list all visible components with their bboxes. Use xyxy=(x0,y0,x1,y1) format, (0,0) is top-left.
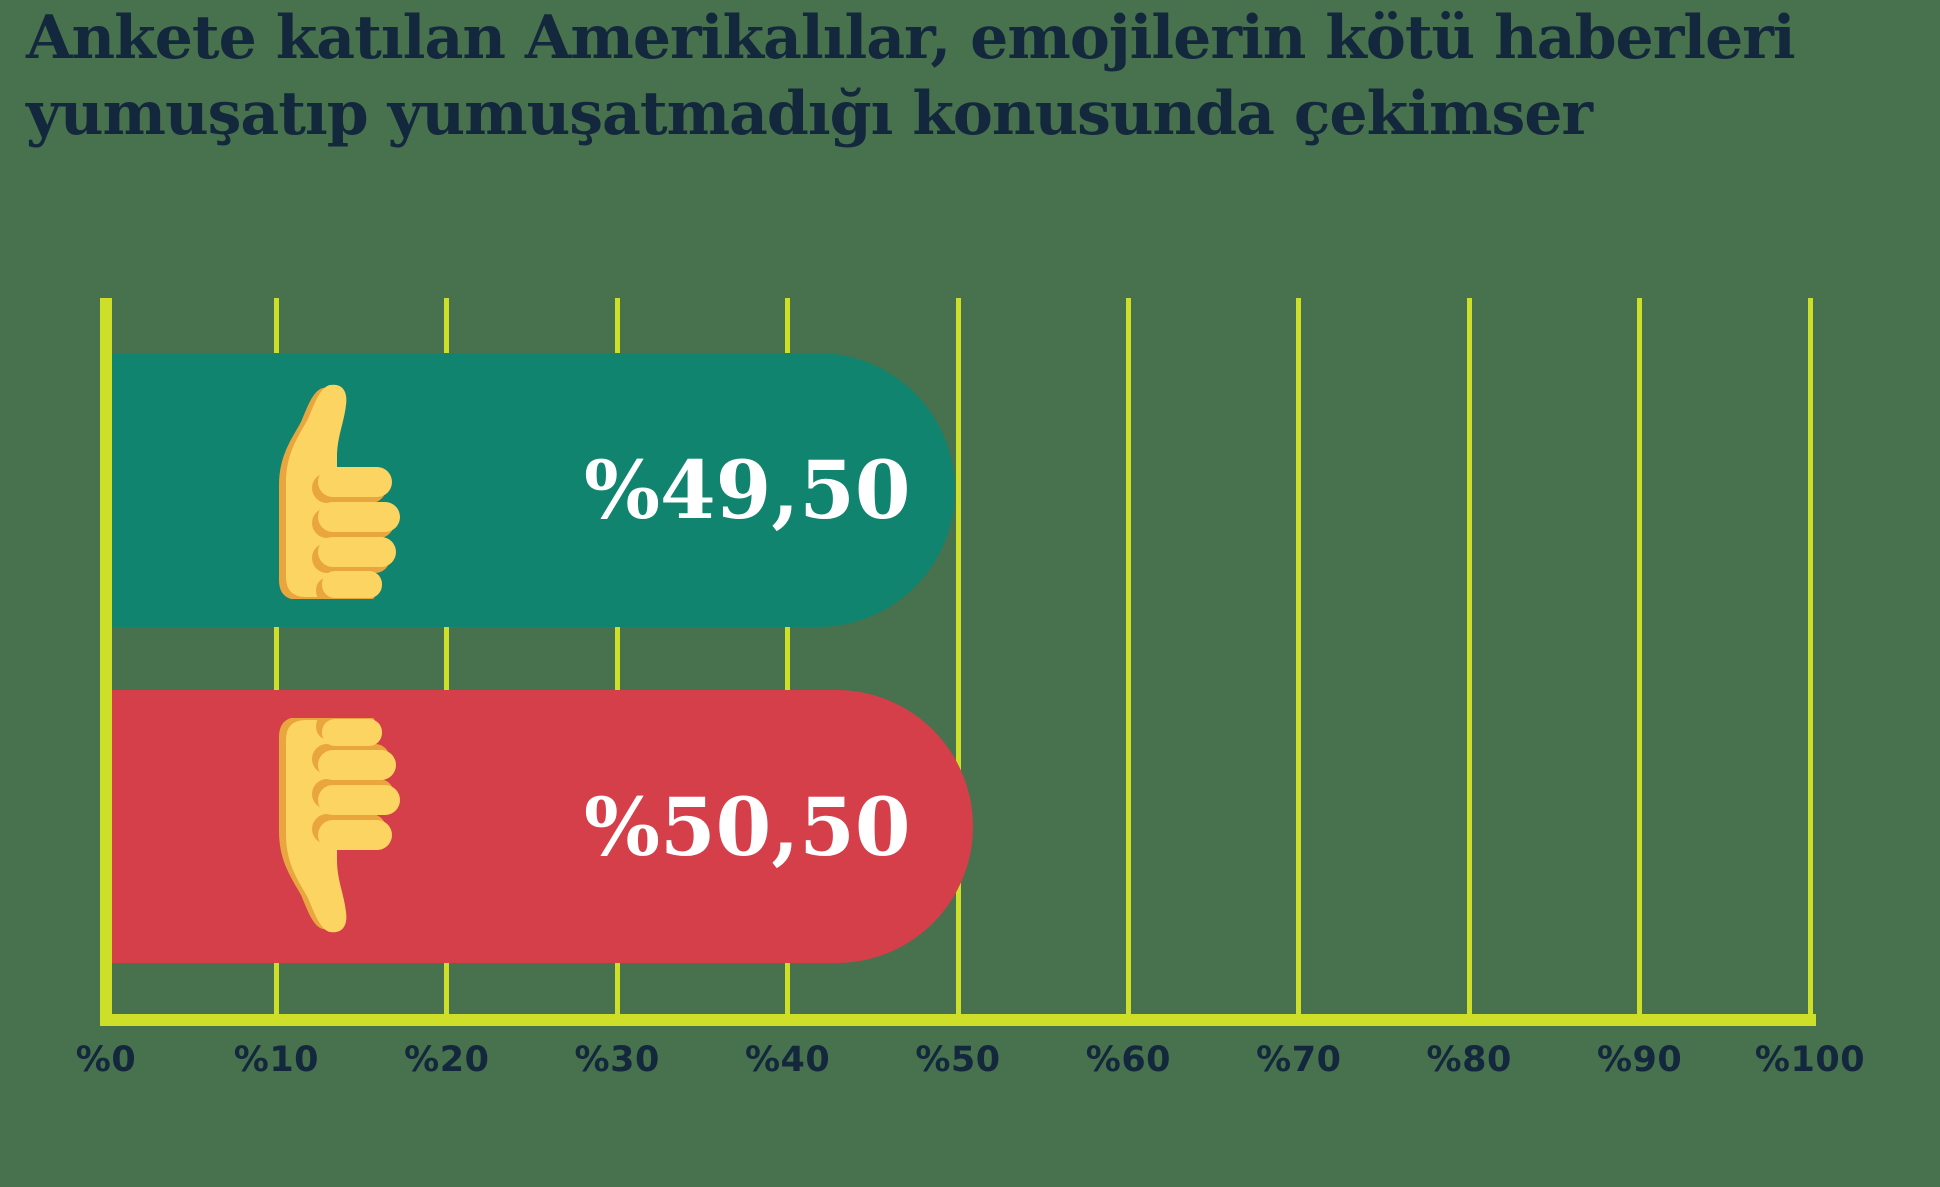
chart-title-line2: yumuşatıp yumuşatmadığı konusunda çekims… xyxy=(26,79,1593,149)
x-tick-label-100: %100 xyxy=(1754,1040,1866,1080)
gridline-50 xyxy=(955,298,961,1014)
bar-thumbs-down: %50,50 xyxy=(112,690,973,963)
y-axis-line xyxy=(100,298,112,1026)
bar-chart-plot-area: %0 %10 %20 %30 %40 %50 %60 %70 %80 %90 %100 xyxy=(76,298,1865,1080)
gridline-70 xyxy=(1296,298,1302,1014)
gridline-20 xyxy=(444,298,450,1014)
x-tick-label-30: %30 xyxy=(574,1040,660,1080)
x-tick-label-50: %50 xyxy=(915,1040,1001,1080)
x-tick-label-20: %20 xyxy=(404,1040,490,1080)
chart-title: Ankete katılan Amerikalılar, emojilerin … xyxy=(26,0,1926,152)
gridline-60 xyxy=(1125,298,1131,1014)
bar-thumbs-up: %49,50 xyxy=(112,353,956,627)
bar-value-label-up: %49,50 xyxy=(584,443,911,537)
x-tick-label-90: %90 xyxy=(1596,1040,1683,1080)
x-tick-label-40: %40 xyxy=(744,1040,831,1080)
gridline-10 xyxy=(273,298,279,1014)
thumbs-down-icon xyxy=(279,717,400,932)
chart-title-line1: Ankete katılan Amerikalılar, emojilerin … xyxy=(26,3,1796,73)
x-tick-label-70: %70 xyxy=(1256,1040,1342,1080)
bar-value-label-down: %50,50 xyxy=(584,779,911,874)
gridline-30 xyxy=(614,298,620,1014)
thumbs-up-icon xyxy=(279,384,400,599)
x-tick-label-60: %60 xyxy=(1085,1040,1172,1080)
x-tick-label-10: %10 xyxy=(233,1040,320,1080)
gridline-90 xyxy=(1637,298,1643,1014)
x-tick-label-80: %80 xyxy=(1426,1040,1512,1080)
gridline-40 xyxy=(785,298,791,1014)
gridline-80 xyxy=(1466,298,1472,1014)
x-axis-line xyxy=(100,1014,1816,1026)
gridline-100 xyxy=(1807,298,1813,1014)
x-tick-label-0: %0 xyxy=(75,1040,137,1080)
